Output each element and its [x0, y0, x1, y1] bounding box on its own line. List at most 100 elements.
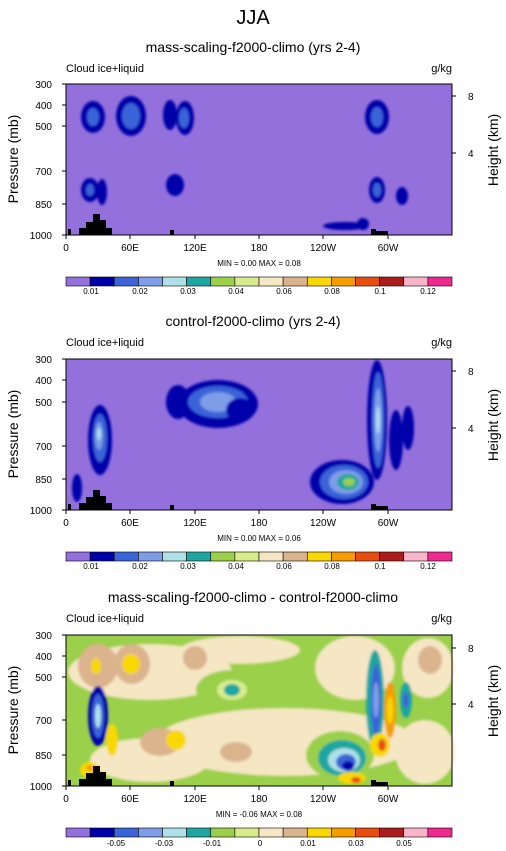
- panel-2-xtick: 120W: [310, 518, 337, 529]
- panel-1-colorbar-swatches: [65, 276, 453, 287]
- panel-2-title: control-f2000-climo (yrs 2-4): [165, 313, 340, 329]
- panel-2-cb-label: 0.01: [83, 562, 99, 571]
- colorbar-swatch: [65, 551, 91, 562]
- panel-2-right-label: g/kg: [431, 337, 452, 349]
- colorbar-swatch: [162, 276, 187, 287]
- panel-2-ytick: 500: [35, 398, 52, 409]
- colorbar-swatch: [89, 827, 115, 838]
- colorbar-swatch: [306, 276, 332, 287]
- panel-2-y2tick: 4: [468, 424, 474, 435]
- panel-3-ytick: 500: [35, 673, 52, 684]
- panel-1-cb-label: 0.12: [420, 287, 436, 296]
- panel-3-colorbar: [65, 827, 453, 838]
- panel-3-xtick: 180: [251, 794, 268, 805]
- panel-3-cb-label: 0.03: [348, 839, 364, 848]
- panel-3-cb-label: -0.03: [155, 839, 174, 848]
- panel-3-title: mass-scaling-f2000-climo - control-f2000…: [108, 589, 398, 605]
- panel-1-cb-label: 0.02: [132, 287, 148, 296]
- colorbar-swatch: [162, 827, 187, 838]
- colorbar-swatch: [282, 827, 308, 838]
- panel-2-ytick: 700: [35, 442, 52, 453]
- colorbar-swatch: [282, 551, 308, 562]
- colorbar-swatch: [403, 276, 429, 287]
- panel-2-cb-label: 0.02: [132, 562, 148, 571]
- panel-2-ytick: 1000: [30, 506, 53, 517]
- colorbar-swatch: [258, 551, 284, 562]
- panel-3-xtick: 0: [63, 794, 69, 805]
- panel-2-ylabel: Pressure (mb): [5, 390, 21, 479]
- colorbar-swatch: [113, 827, 139, 838]
- panel-2-y2label: Height (km): [485, 389, 501, 461]
- colorbar-swatch: [258, 276, 284, 287]
- panel-3-ytick: 700: [35, 716, 52, 727]
- colorbar-swatch: [186, 276, 212, 287]
- panel-1-ylabel: Pressure (mb): [5, 115, 21, 204]
- panel-2-cb-label: 0.08: [324, 562, 340, 571]
- colorbar-swatch: [186, 827, 212, 838]
- panel-3-cb-label: 0.05: [396, 839, 412, 848]
- colorbar-swatch: [89, 276, 115, 287]
- panel-1-cb-label: 0.04: [228, 287, 244, 296]
- panel-1-ytick: 1000: [30, 231, 53, 242]
- colorbar-swatch: [427, 827, 453, 838]
- panel-3-xtick: 120W: [310, 794, 337, 805]
- colorbar-swatch: [355, 551, 380, 562]
- colorbar-swatch: [427, 276, 453, 287]
- colorbar-swatch: [234, 827, 260, 838]
- panel-1-title: mass-scaling-f2000-climo (yrs 2-4): [146, 39, 361, 55]
- panel-1-y2tick: 4: [468, 149, 474, 160]
- panel-3-topography: [68, 766, 388, 786]
- colorbar-swatch: [379, 827, 405, 838]
- panel-1-right-label: g/kg: [431, 63, 452, 75]
- panel-2-stats: MIN = 0.00 MAX = 0.06: [217, 534, 301, 543]
- panel-2-colorbar: [65, 551, 453, 562]
- colorbar-swatch: [138, 551, 163, 562]
- colorbar-swatch: [282, 276, 308, 287]
- colorbar-swatch: [403, 551, 429, 562]
- panel-1-xtick: 120W: [310, 243, 337, 254]
- panel-3-ylabel: Pressure (mb): [5, 666, 21, 755]
- panel-3-y2label: Height (km): [485, 665, 501, 737]
- panel-2-left-label: Cloud ice+liquid: [66, 337, 144, 349]
- panel-3-stats: MIN = -0.06 MAX = 0.08: [216, 810, 303, 819]
- colorbar-swatch: [210, 827, 236, 838]
- colorbar-swatch: [427, 551, 453, 562]
- colorbar-swatch: [162, 551, 187, 562]
- panel-1: mass-scaling-f2000-climo (yrs 2-4) Cloud…: [5, 39, 501, 296]
- colorbar-swatch: [234, 276, 260, 287]
- colorbar-swatch: [258, 827, 284, 838]
- panel-1-xtick: 60W: [378, 243, 399, 254]
- panel-1-colorbar: [65, 276, 453, 287]
- panel-1-contours: [81, 96, 408, 230]
- colorbar-swatch: [113, 276, 139, 287]
- panel-3-ytick: 400: [35, 652, 52, 663]
- panel-3: mass-scaling-f2000-climo - control-f2000…: [5, 589, 501, 848]
- panel-1-ytick: 500: [35, 122, 52, 133]
- panel-1-y2tick: 8: [468, 92, 474, 103]
- panel-1-y2label: Height (km): [485, 114, 501, 186]
- panel-2-tick-marks: [62, 358, 456, 514]
- panel-3-plot-area: [62, 634, 456, 790]
- panel-3-xtick: 60E: [121, 794, 139, 805]
- panel-1-ytick: 300: [35, 80, 52, 91]
- panel-1-cb-label: 0.01: [83, 287, 99, 296]
- panel-1-plot-area: [62, 83, 456, 239]
- panel-2-xtick: 180: [251, 518, 268, 529]
- colorbar-swatch: [65, 827, 91, 838]
- panel-2-xtick: 60E: [121, 518, 139, 529]
- panel-3-xtick: 120E: [183, 794, 207, 805]
- panel-3-y2tick: 8: [468, 644, 474, 655]
- panel-3-cb-label: 0: [258, 839, 263, 848]
- colorbar-swatch: [355, 276, 380, 287]
- panel-1-stats: MIN = 0.00 MAX = 0.08: [217, 259, 301, 268]
- panel-2-colorbar-swatches: [65, 551, 453, 562]
- colorbar-swatch: [355, 827, 380, 838]
- colorbar-swatch: [113, 551, 139, 562]
- panel-3-xtick: 60W: [378, 794, 399, 805]
- panel-3-colorbar-swatches: [65, 827, 453, 838]
- panel-1-left-label: Cloud ice+liquid: [66, 63, 144, 75]
- panel-3-cb-label: 0.01: [300, 839, 316, 848]
- panel-1-cb-label: 0.06: [276, 287, 292, 296]
- panel-2-cb-label: 0.04: [228, 562, 244, 571]
